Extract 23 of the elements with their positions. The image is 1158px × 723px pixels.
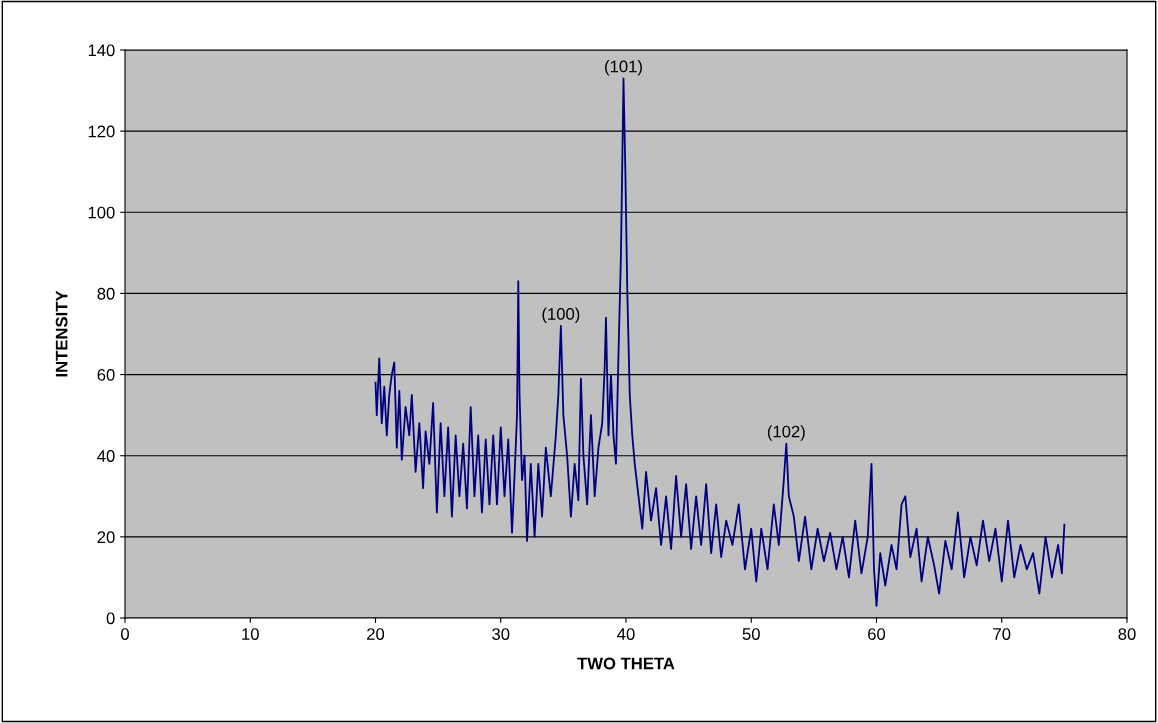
y-tick-label: 120 (88, 125, 115, 138)
y-tick-label: 40 (97, 450, 115, 462)
y-tick-label: 140 (88, 44, 115, 57)
y-axis-title: INTENSITY (55, 290, 68, 377)
x-tick-label: 0 (121, 628, 129, 640)
y-tick-label: 100 (88, 206, 115, 219)
x-tick-label: 20 (367, 628, 385, 640)
x-tick-label: 40 (617, 628, 635, 640)
line-series (374, 77, 1066, 607)
y-tick-label: 80 (97, 287, 115, 300)
y-tick-label: 0 (106, 612, 115, 625)
y-tick-label: 20 (97, 531, 115, 544)
x-axis-title: TWO THETA (577, 657, 675, 670)
x-tick-label: 60 (868, 628, 886, 640)
annotation: (102) (767, 425, 805, 441)
y-tick-label: 60 (97, 368, 115, 381)
x-tick-label: 70 (993, 628, 1011, 640)
annotation: (101) (605, 60, 642, 76)
x-tick-label: 80 (1118, 628, 1136, 640)
annotation: (100) (542, 307, 580, 324)
x-tick-label: 10 (242, 628, 259, 640)
x-tick-label: 50 (742, 628, 760, 640)
x-tick-label: 30 (492, 628, 510, 640)
